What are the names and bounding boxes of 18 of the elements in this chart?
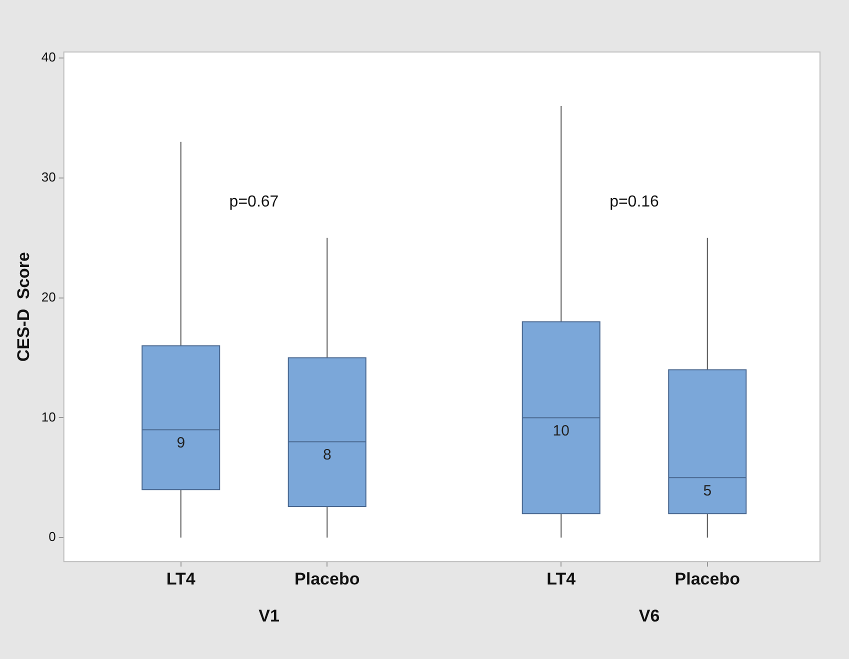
x-tick-label: LT4 bbox=[546, 569, 576, 588]
y-tick-label: 40 bbox=[41, 50, 56, 65]
y-tick-label: 10 bbox=[41, 409, 56, 424]
text: V1 bbox=[258, 606, 280, 626]
y-tick-label: 20 bbox=[41, 289, 56, 304]
y-tick-label: 0 bbox=[48, 529, 56, 544]
x-tick-label: Placebo bbox=[294, 569, 360, 588]
text: 8 bbox=[322, 446, 332, 464]
text: 9 bbox=[176, 434, 186, 452]
annotation: p=0.16 bbox=[610, 193, 660, 210]
x-tick-label: LT4 bbox=[166, 569, 196, 588]
x-tick-label: Placebo bbox=[674, 569, 740, 588]
y-tick-label: 30 bbox=[41, 169, 56, 184]
text: V6 bbox=[638, 606, 660, 626]
annotation: p=0.67 bbox=[229, 193, 279, 210]
text: 10 bbox=[552, 422, 570, 440]
text: 5 bbox=[703, 482, 712, 500]
y-axis-title: CES-D Score bbox=[14, 252, 33, 362]
